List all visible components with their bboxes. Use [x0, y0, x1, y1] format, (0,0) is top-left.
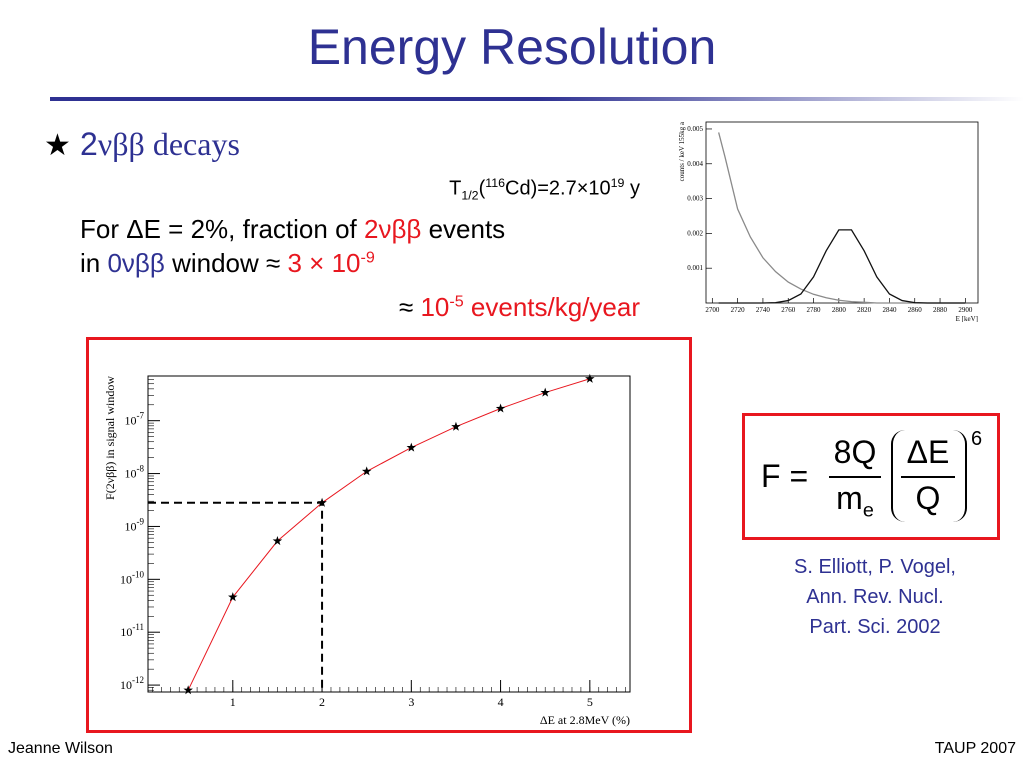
formula-power: 6 [971, 428, 983, 450]
plot-area [705, 121, 979, 304]
title: Energy Resolution [307, 19, 717, 75]
data-point [585, 373, 595, 383]
t-mass: 116 [485, 176, 505, 190]
footer-left: Jeanne Wilson [8, 740, 113, 757]
bullet-text: 2νββ decays [80, 126, 240, 163]
bullet-label: νββ decays [97, 126, 240, 162]
y-tick-label: 10-11 [120, 622, 144, 639]
text: For ΔE = 2%, fraction of [80, 214, 364, 244]
bullet-number: 2 [80, 126, 98, 162]
y-tick-label: 0.001 [687, 264, 703, 272]
y-tick-label: 0.002 [687, 229, 703, 237]
y-tick-label: 10-7 [125, 411, 145, 428]
formula-den: me [829, 480, 881, 522]
citation: S. Elliott, P. Vogel, Ann. Rev. Nucl. Pa… [745, 552, 1005, 642]
y-axis-label: F(2νββ) in signal window [103, 376, 117, 500]
y-tick-label: 10-9 [125, 516, 145, 533]
formula-num: 8Q [833, 434, 877, 470]
footer-right: TAUP 2007 [934, 740, 1016, 757]
x-axis-label: E [keV] [956, 315, 978, 322]
citation-line: Ann. Rev. Nucl. [806, 586, 944, 608]
data-point [183, 685, 193, 695]
y-tick-label: 10-8 [125, 464, 145, 481]
t: T [449, 177, 462, 200]
text: ≈ [398, 292, 421, 322]
data-point [495, 403, 506, 413]
x-tick-label: 3 [408, 695, 414, 709]
den: m [836, 480, 863, 516]
spectrum-chart: 2700 2720 2740 2760 2780 2800 2820 2840 2860 2880… [678, 121, 979, 322]
x-tick-label: 5 [587, 695, 593, 709]
data-point [406, 442, 417, 452]
formula-box: F = 8Q me ΔE Q 6 [742, 413, 1000, 540]
text: events [421, 214, 506, 244]
x-axis-label: ΔE at 2.8MeV (%) [540, 713, 630, 727]
x-tick-label: 2720 [731, 306, 746, 314]
x-tick-label: 2700 [705, 306, 720, 314]
highlight: 2νββ [363, 214, 422, 244]
estimate-line: For ΔE = 2%, fraction of 2νββ events [80, 214, 505, 245]
estimate-line: in 0νββ window ≈ 3 × 10-9 [80, 248, 375, 279]
citation-line: S. Elliott, P. Vogel, [794, 556, 956, 578]
x-tick-label: 1 [230, 695, 236, 709]
y-tick-label: 0.003 [687, 195, 703, 203]
fraction-bar [829, 476, 881, 478]
fit-line [187, 378, 590, 691]
resolution-chart: 1 2 3 4 5 10-12 10-11 10-10 10-9 10-8 10-7 ΔE at 2.… [103, 373, 631, 727]
highlight-exp: -9 [360, 248, 375, 267]
x-tick-label: 2780 [807, 306, 822, 314]
x-tick-label: 2740 [756, 306, 771, 314]
bullet-star: ★ [44, 129, 71, 162]
x-tick-label: 4 [498, 695, 504, 709]
den-sub: e [862, 499, 874, 522]
t-unit: y [624, 177, 640, 200]
x-tick-label: 2760 [781, 306, 796, 314]
plot-area [147, 375, 631, 693]
highlight: 3 × 10 [287, 248, 361, 278]
data-point [272, 536, 283, 546]
x-tick-label: 2860 [908, 306, 923, 314]
x-tick-label: 2820 [857, 306, 872, 314]
highlight: events/kg/year [463, 292, 640, 322]
half-life: T1/2(116Cd)=2.7×1019 y [449, 176, 640, 203]
t-p: ( [478, 177, 486, 200]
data-point [361, 466, 372, 476]
y-tick-label: 10-10 [120, 569, 144, 586]
parentheses [891, 430, 967, 522]
title-rule [50, 97, 1024, 101]
highlight: 0νββ [107, 248, 165, 278]
data-point [540, 387, 550, 397]
text: in [80, 248, 108, 278]
x-tick-label: 2880 [933, 306, 948, 314]
citation-line: Part. Sci. 2002 [809, 616, 941, 638]
inner-num: ΔE [906, 434, 950, 470]
data-point [228, 592, 238, 602]
series-line [718, 229, 966, 304]
text: window ≈ [164, 248, 288, 278]
highlight-exp: -5 [449, 292, 464, 311]
x-tick-label: 2840 [882, 306, 897, 314]
highlight: 10 [420, 292, 450, 322]
x-tick-label: 2 [319, 695, 325, 709]
y-tick-label: 0.005 [687, 125, 703, 133]
y-tick-label: 10-12 [120, 675, 144, 692]
x-tick-label: 2900 [958, 306, 973, 314]
fraction-bar [901, 476, 955, 478]
x-tick-label: 2800 [832, 306, 847, 314]
data-point [451, 421, 461, 431]
estimate-line: ≈ 10-5 events/kg/year [399, 292, 640, 323]
y-axis-label: counts / keV 155kg a [678, 121, 686, 181]
inner-den: Q [915, 480, 941, 516]
t-exp: 19 [610, 176, 625, 190]
data-point [317, 497, 327, 507]
y-tick-label: 0.004 [687, 160, 703, 168]
t-val: Cd)=2.7×10 [505, 177, 611, 200]
t-sub: 1/2 [461, 188, 479, 203]
formula-lhs: F = [761, 458, 809, 494]
